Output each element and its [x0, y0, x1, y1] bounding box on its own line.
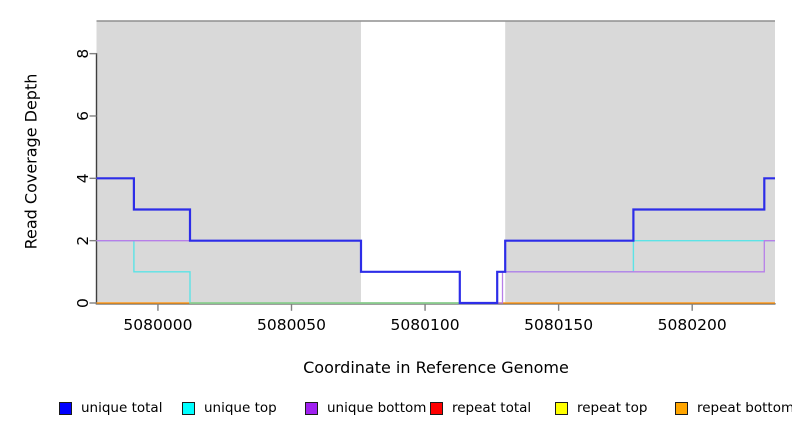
y-tick-label: 4 [74, 173, 92, 183]
x-tick-label: 5080050 [257, 316, 326, 334]
legend-item-unique-total: unique total [59, 399, 162, 417]
y-tick-label: 0 [74, 298, 92, 308]
legend-label: repeat bottom [697, 400, 792, 416]
legend-item-unique-bottom: unique bottom [305, 399, 426, 417]
repeat-bottom-swatch-icon [675, 401, 688, 415]
y-tick-label: 2 [74, 236, 92, 246]
legend-label: unique total [81, 400, 163, 416]
repeat-total-swatch-icon [430, 401, 443, 415]
repeat-region-shade-0 [96, 21, 361, 304]
legend-label: repeat top [577, 400, 648, 416]
y-tick-label: 8 [74, 49, 92, 59]
legend-item-repeat-total: repeat total [430, 399, 531, 417]
legend-item-repeat-top: repeat top [555, 399, 647, 417]
y-tick-label: 6 [74, 111, 92, 121]
legend-label: unique top [204, 400, 277, 416]
x-tick-label: 5080100 [391, 316, 460, 334]
x-tick-label: 5080200 [658, 316, 727, 334]
x-tick-label: 5080150 [524, 316, 593, 334]
unique-total-swatch-icon [59, 401, 72, 415]
legend-item-unique-top: unique top [182, 399, 277, 417]
repeat-top-swatch-icon [555, 401, 568, 415]
unique-bottom-swatch-icon [305, 401, 318, 415]
legend-label: repeat total [452, 400, 532, 416]
legend-item-repeat-bottom: repeat bottom [675, 399, 792, 417]
series-line-unique-total [96, 177, 775, 305]
repeat-region-shade-1 [505, 21, 775, 304]
unique-top-swatch-icon [182, 401, 195, 415]
legend-label: unique bottom [327, 400, 427, 416]
x-axis-title: Coordinate in Reference Genome [303, 358, 569, 377]
y-axis-title: Read Coverage Depth [21, 73, 41, 250]
x-tick-label: 5080000 [123, 316, 192, 334]
